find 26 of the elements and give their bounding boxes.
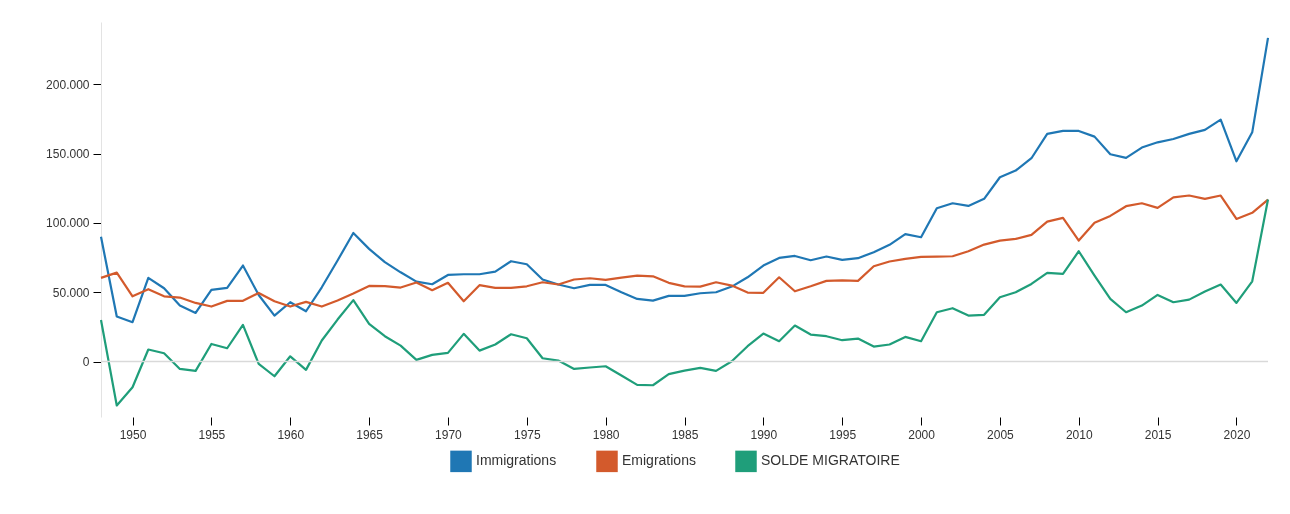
line-series [99,194,1270,308]
x-tick-label: 1970 [435,427,463,442]
y-tick-label: 50.000 [52,285,90,300]
y-tick-label: 150.000 [46,147,90,162]
legend-label: Emigrations [622,452,696,469]
legend-label: Immigrations [476,452,557,469]
x-tick-label: 1990 [750,427,778,442]
x-tick-label: 1960 [277,427,305,442]
x-tick-label: 1955 [198,427,226,442]
x-tick-label: 2005 [987,427,1015,442]
legend-label: SOLDE MIGRATOIRE [761,452,900,469]
y-tick-label: 0 [82,355,90,370]
x-tick-label: 1995 [829,427,857,442]
x-tick-label: 1965 [356,427,384,442]
x-tick-label: 2010 [1065,427,1093,442]
x-tick-label: 1950 [119,427,147,442]
line-series [99,36,1270,324]
x-tick-label: 1975 [513,427,541,442]
x-tick-label: 2015 [1144,427,1172,442]
y-tick-label: 100.000 [46,216,90,231]
line-series [99,198,1270,407]
x-tick-label: 1980 [592,427,620,442]
x-tick-label: 2000 [908,427,936,442]
x-tick-label: 1985 [671,427,699,442]
y-tick-label: 200.000 [46,77,90,92]
x-tick-label: 2020 [1223,427,1251,442]
